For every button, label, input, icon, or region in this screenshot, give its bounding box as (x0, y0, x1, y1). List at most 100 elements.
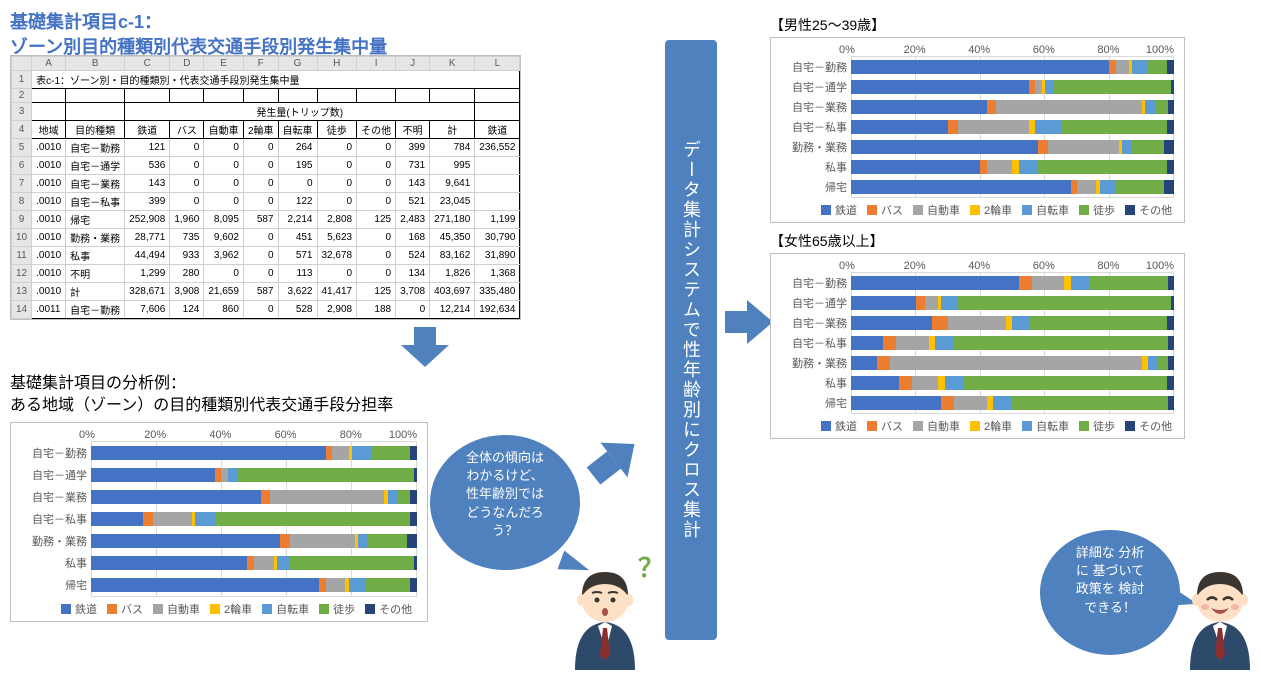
person-happy (1175, 560, 1261, 673)
legend-item: バス (107, 601, 143, 617)
bar-row: 帰宅 (91, 574, 417, 596)
bar-segment (1167, 376, 1173, 390)
bar-label: 帰宅 (781, 179, 847, 195)
legend-item: 鉄道 (821, 202, 857, 218)
axis-tick: 40% (968, 44, 1033, 56)
bar-segment (890, 356, 1142, 370)
bar-row: 自宅－通学 (851, 77, 1174, 97)
bar-segment (941, 396, 954, 410)
bar-segment (851, 316, 932, 330)
bar-segment (277, 556, 290, 570)
bar-stack (91, 512, 417, 526)
bar-segment (414, 556, 417, 570)
bar-segment (1012, 396, 1167, 410)
bar-segment (238, 468, 414, 482)
bar-segment (1012, 316, 1028, 330)
axis-tick: 0% (839, 260, 904, 272)
bar-segment (851, 276, 1019, 290)
center-system-label: データ集計システムで性年齢別にクロス集計 (665, 40, 717, 640)
bar-segment (1116, 60, 1129, 74)
bar-segment (410, 490, 417, 504)
bar-row: 自宅－通学 (851, 293, 1174, 313)
bar-segment (964, 376, 1167, 390)
bar-segment (1168, 396, 1174, 410)
bar-stack (851, 396, 1174, 410)
chart-female: 0%20%40%60%80%100%自宅－勤務自宅－通学自宅－業務自宅－私事勤務… (770, 253, 1185, 439)
bar-segment (851, 160, 980, 174)
bar-segment (91, 578, 319, 592)
bar-stack (851, 180, 1174, 194)
bar-segment (1168, 336, 1174, 350)
legend-item: 自動車 (153, 601, 200, 617)
bar-label: 帰宅 (781, 395, 847, 411)
bar-row: 自宅－私事 (851, 117, 1174, 137)
bar-segment (270, 490, 384, 504)
bar-segment (228, 468, 238, 482)
bar-label: 私事 (781, 159, 847, 175)
chart-plot: 自宅－勤務自宅－通学自宅－業務自宅－私事勤務・業務私事帰宅 (91, 441, 417, 597)
bar-segment (1019, 160, 1038, 174)
bar-segment (1019, 276, 1032, 290)
bar-segment (371, 446, 410, 460)
bar-segment (1145, 100, 1155, 114)
bar-stack (91, 556, 417, 570)
bar-row: 勤務・業務 (91, 530, 417, 552)
bar-segment (1035, 120, 1061, 134)
bar-label: 自宅－業務 (781, 315, 847, 331)
bar-segment (1168, 100, 1174, 114)
chart-plot: 自宅－勤務自宅－通学自宅－業務自宅－私事勤務・業務私事帰宅 (851, 56, 1174, 198)
bar-segment (958, 120, 1029, 134)
bar-segment (280, 534, 290, 548)
bar-segment (954, 336, 1167, 350)
chart-female-title: 【女性65歳以上】 (770, 231, 1200, 251)
question-mark-icon: ？ (638, 548, 664, 585)
right-column: 【男性25～39歳】 0%20%40%60%80%100%自宅－勤務自宅－通学自… (770, 15, 1200, 439)
bar-segment (407, 534, 417, 548)
chart-axis: 0%20%40%60%80%100% (851, 260, 1174, 272)
bar-segment (1048, 140, 1119, 154)
bar-segment (414, 468, 417, 482)
bar-segment (1164, 140, 1174, 154)
bar-segment (877, 356, 890, 370)
bar-segment (851, 60, 1109, 74)
bar-label: 自宅－通学 (21, 467, 87, 483)
analysis-subtitle: 基礎集計項目の分析例：ある地域（ゾーン）の目的種類別代表交通手段分担率 (10, 373, 610, 418)
bar-label: 勤務・業務 (781, 139, 847, 155)
bar-segment (851, 140, 1038, 154)
bar-segment (1168, 276, 1174, 290)
bar-row: 自宅－私事 (851, 333, 1174, 353)
bar-segment (1171, 296, 1174, 310)
bar-segment (410, 512, 417, 526)
bar-segment (1155, 100, 1168, 114)
bar-stack (851, 100, 1174, 114)
bar-segment (368, 534, 407, 548)
arrow-right-icon (725, 300, 773, 344)
chart-plot: 自宅－勤務自宅－通学自宅－業務自宅－私事勤務・業務私事帰宅 (851, 272, 1174, 414)
bar-row: 自宅－業務 (851, 97, 1174, 117)
bar-label: 私事 (781, 375, 847, 391)
axis-tick: 100% (389, 429, 417, 441)
axis-tick: 0% (839, 44, 904, 56)
bar-segment (1061, 120, 1168, 134)
bar-stack (851, 316, 1174, 330)
bar-segment (1164, 180, 1174, 194)
speech-bubble-2: 詳細な 分析に 基づいて政策を 検討できる！ (1040, 530, 1180, 655)
bar-label: 自宅－私事 (781, 335, 847, 351)
bar-segment (349, 578, 365, 592)
bar-segment (1029, 316, 1168, 330)
bar-segment (935, 336, 954, 350)
bar-segment (410, 446, 417, 460)
bar-segment (153, 512, 192, 526)
bar-stack (851, 60, 1174, 74)
bar-segment (1038, 140, 1048, 154)
bar-segment (1100, 180, 1116, 194)
excel-table: ABCDEFGHIJKL1表c-1：ゾーン別・目的種類別・代表交通手段別発生集中… (10, 55, 521, 320)
bar-row: 自宅－私事 (91, 508, 417, 530)
bar-row: 自宅－業務 (91, 486, 417, 508)
bar-segment (851, 120, 948, 134)
bar-label: 自宅－業務 (781, 99, 847, 115)
bar-row: 自宅－勤務 (91, 442, 417, 464)
bar-segment (1171, 80, 1174, 94)
bar-stack (91, 468, 417, 482)
bar-label: 勤務・業務 (781, 355, 847, 371)
